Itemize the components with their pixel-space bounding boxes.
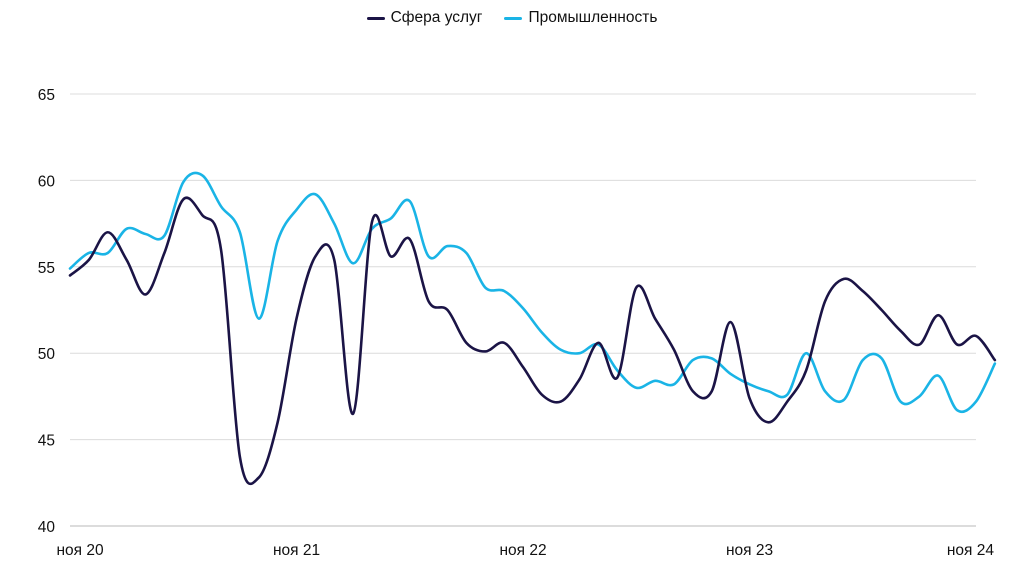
x-tick-label: ноя 24 [947,542,995,559]
y-tick-label: 40 [38,519,56,536]
x-tick-label: ноя 22 [499,542,546,559]
legend-label-services: Сфера услуг [390,9,483,26]
x-tick-label: ноя 21 [273,542,320,559]
legend: Сфера услуг Промышленность [0,9,1024,27]
legend-item-services: Сфера услуг [366,9,483,27]
x-tick-label: ноя 23 [726,542,773,559]
y-tick-label: 60 [38,173,56,190]
y-tick-label: 45 [38,433,55,450]
y-tick-label: 65 [38,87,55,104]
series-line-services [68,196,997,485]
legend-label-industry: Промышленность [528,9,658,26]
legend-swatch-industry [504,16,523,20]
legend-item-industry: Промышленность [504,9,657,27]
x-tick-label: ноя 20 [56,542,104,559]
y-tick-label: 55 [38,260,55,277]
legend-swatch-services [366,16,385,20]
series-line-industry [68,171,997,414]
y-tick-label: 50 [38,346,56,363]
